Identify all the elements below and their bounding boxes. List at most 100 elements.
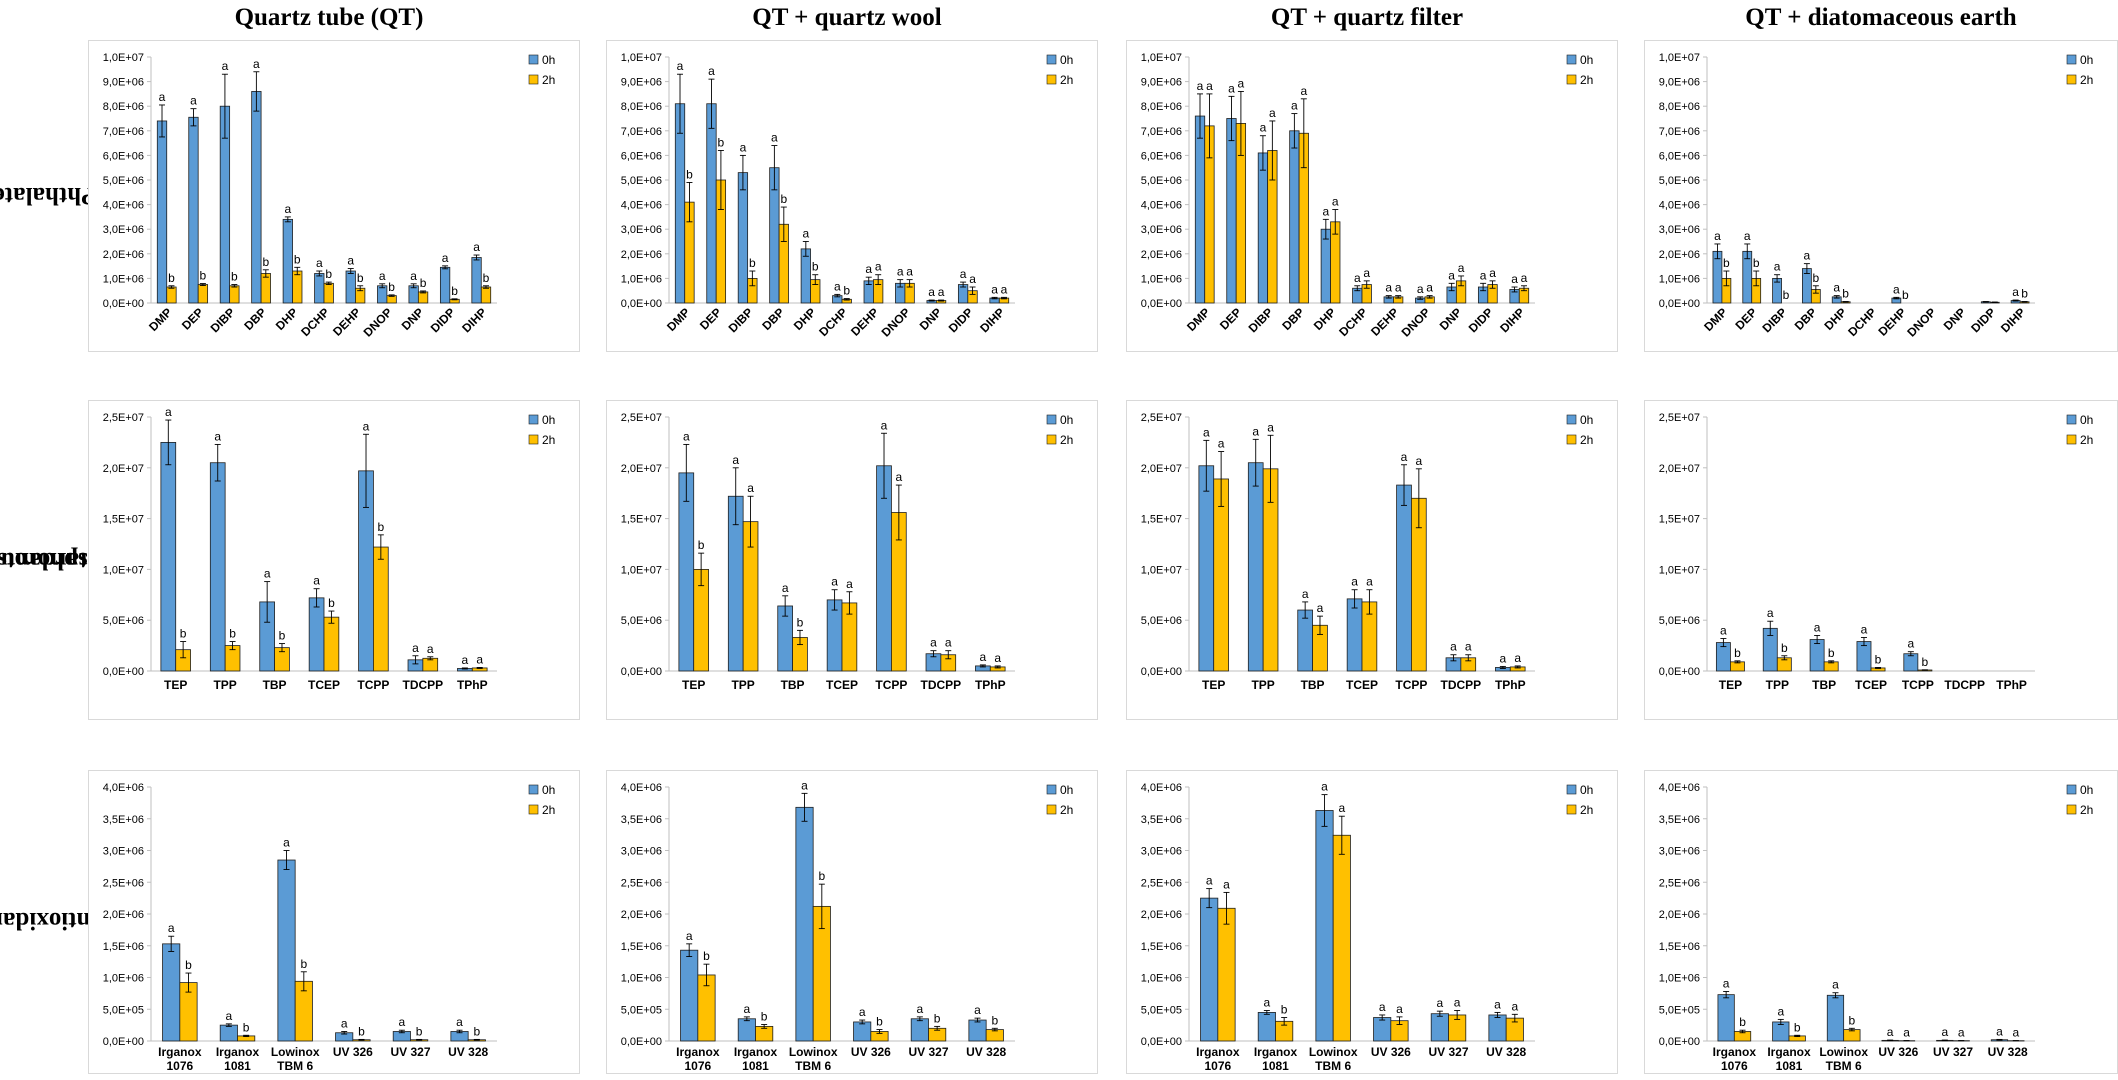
significance-label: b xyxy=(1281,1003,1288,1017)
significance-label: b xyxy=(1849,1013,1856,1027)
significance-label: a xyxy=(1218,437,1225,451)
y-tick-label: 5,0E+06 xyxy=(1659,175,1700,187)
significance-label: a xyxy=(1489,266,1496,280)
y-tick-label: 5,0E+05 xyxy=(621,1004,662,1016)
significance-label: a xyxy=(1494,997,1501,1011)
category-label: UV 327 xyxy=(1933,1045,1973,1059)
category-label: DNP xyxy=(1437,305,1465,333)
legend-label: 2h xyxy=(1580,73,1593,87)
category-label: DEHP xyxy=(848,305,881,338)
y-tick-label: 9,0E+06 xyxy=(103,77,144,89)
bar-2h xyxy=(167,287,176,303)
y-tick-label: 5,0E+06 xyxy=(1141,615,1182,627)
category-label: DNP xyxy=(917,305,945,333)
bar-0h xyxy=(1248,463,1263,671)
category-label: TBP xyxy=(1812,678,1836,692)
y-tick-label: 1,0E+06 xyxy=(1659,973,1700,985)
category-label: Irganox xyxy=(216,1045,260,1059)
y-tick-label: 2,5E+07 xyxy=(1659,412,1700,424)
significance-label: a xyxy=(744,1002,751,1016)
significance-label: a xyxy=(1767,606,1774,620)
y-tick-label: 5,0E+05 xyxy=(1141,1004,1182,1016)
y-tick-label: 2,5E+07 xyxy=(103,412,144,424)
significance-label: a xyxy=(1448,268,1455,282)
significance-label: a xyxy=(253,57,260,71)
y-tick-label: 0,0E+00 xyxy=(621,666,662,678)
significance-label: a xyxy=(1385,281,1392,295)
significance-label: b xyxy=(473,1024,480,1038)
significance-label: a xyxy=(442,251,449,265)
category-label: TBM 6 xyxy=(277,1059,313,1073)
category-label: UV 328 xyxy=(448,1045,488,1059)
significance-label: a xyxy=(875,260,882,274)
significance-label: a xyxy=(1203,425,1210,439)
y-tick-label: 9,0E+06 xyxy=(621,77,662,89)
bar-0h xyxy=(377,286,386,303)
category-label: TBM 6 xyxy=(795,1059,831,1073)
significance-label: a xyxy=(1252,424,1259,438)
y-tick-label: 0,0E+00 xyxy=(103,666,144,678)
significance-label: b xyxy=(703,949,710,963)
y-tick-label: 3,0E+06 xyxy=(621,224,662,236)
y-tick-label: 0,0E+00 xyxy=(1659,666,1700,678)
category-label: DIDP xyxy=(428,305,458,335)
legend-label: 0h xyxy=(542,413,555,427)
y-tick-label: 3,5E+06 xyxy=(1141,814,1182,826)
significance-label: a xyxy=(846,577,853,591)
significance-label: a xyxy=(1437,996,1444,1010)
significance-label: a xyxy=(363,419,370,433)
category-label: DHP xyxy=(791,305,819,333)
legend-swatch-0h xyxy=(2067,785,2076,794)
y-tick-label: 7,0E+06 xyxy=(621,126,662,138)
category-label: DBP xyxy=(759,305,787,333)
category-label: DEP xyxy=(179,305,206,332)
significance-label: b xyxy=(388,280,395,294)
bar-0h xyxy=(278,860,295,1041)
category-label: TBM 6 xyxy=(1826,1059,1862,1073)
significance-label: a xyxy=(897,265,904,279)
bar-2h xyxy=(324,617,339,671)
y-tick-label: 1,0E+07 xyxy=(1141,564,1182,576)
bar-0h xyxy=(472,257,481,303)
category-label: 1076 xyxy=(1204,1059,1231,1073)
chart-svg: 0,0E+005,0E+051,0E+061,5E+062,0E+062,5E+… xyxy=(1645,771,2118,1075)
y-tick-label: 1,5E+06 xyxy=(103,941,144,953)
y-tick-label: 2,0E+06 xyxy=(103,249,144,261)
category-label: TPP xyxy=(1251,678,1274,692)
legend-label: 2h xyxy=(1580,803,1593,817)
significance-label: a xyxy=(222,59,229,73)
legend-swatch-0h xyxy=(1567,415,1576,424)
category-label: UV 328 xyxy=(1988,1045,2028,1059)
y-tick-label: 5,0E+06 xyxy=(103,175,144,187)
category-label: UV 326 xyxy=(1878,1045,1918,1059)
y-tick-label: 2,5E+07 xyxy=(621,412,662,424)
category-label: DEP xyxy=(1217,305,1244,332)
significance-label: a xyxy=(1426,281,1433,295)
category-label: Irganox xyxy=(734,1045,778,1059)
bar-0h xyxy=(1718,995,1734,1041)
legend-label: 0h xyxy=(1060,413,1073,427)
category-label: DIBP xyxy=(726,305,756,335)
y-tick-label: 3,0E+06 xyxy=(1141,846,1182,858)
bar-0h xyxy=(163,944,180,1041)
significance-label: a xyxy=(1450,640,1457,654)
significance-label: b xyxy=(843,284,850,298)
legend-swatch-2h xyxy=(1567,435,1576,444)
y-tick-label: 1,5E+07 xyxy=(1659,514,1700,526)
bar-0h xyxy=(1258,153,1267,303)
legend-swatch-2h xyxy=(529,75,538,84)
category-label: TCPP xyxy=(1902,678,1934,692)
significance-label: a xyxy=(399,1015,406,1029)
y-tick-label: 2,0E+06 xyxy=(1659,909,1700,921)
significance-label: b xyxy=(1812,271,1819,285)
significance-label: b xyxy=(416,1024,423,1038)
bar-0h xyxy=(1290,131,1299,303)
y-tick-label: 2,5E+06 xyxy=(621,877,662,889)
y-tick-label: 1,5E+06 xyxy=(1141,941,1182,953)
y-tick-label: 4,0E+06 xyxy=(1141,200,1182,212)
significance-label: a xyxy=(747,481,754,495)
bar-2h xyxy=(481,287,490,303)
significance-label: a xyxy=(341,1016,348,1030)
